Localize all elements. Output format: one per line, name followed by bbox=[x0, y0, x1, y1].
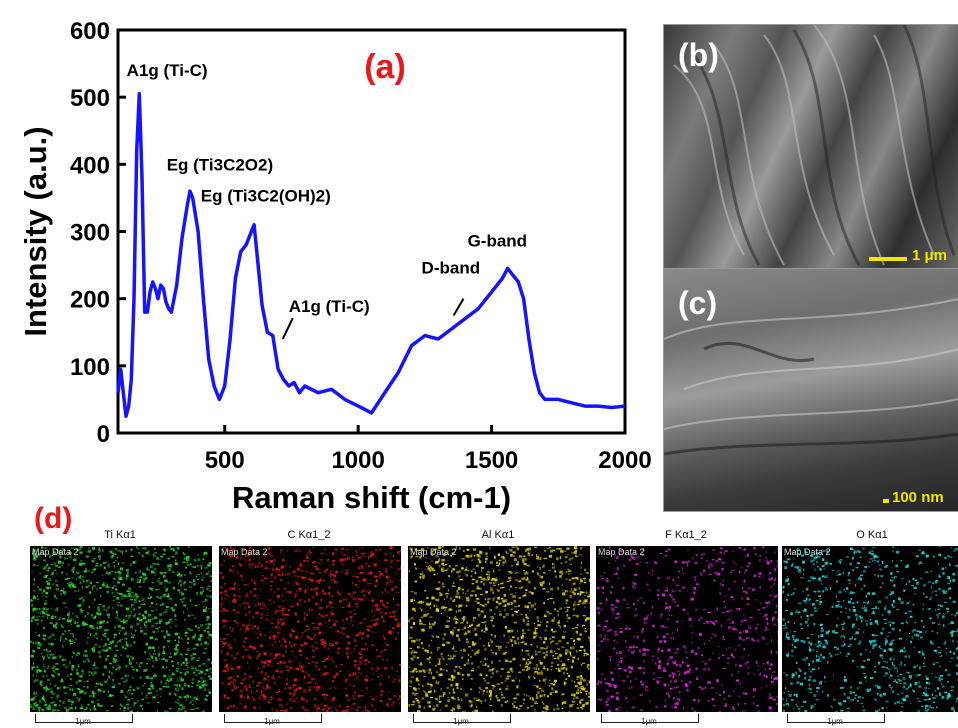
map-data-tag: Map Data 2 bbox=[784, 547, 831, 557]
y-tick-label: 300 bbox=[70, 220, 110, 247]
x-tick-label: 1000 bbox=[331, 447, 384, 474]
sem-image-b: (b) 1 μm bbox=[663, 24, 958, 270]
eds-scale-label: 1μm bbox=[75, 717, 91, 726]
y-tick-label: 600 bbox=[70, 18, 110, 45]
eds-scale-bar bbox=[413, 714, 511, 723]
y-tick-label: 500 bbox=[70, 85, 110, 112]
y-axis-label: Intensity (a.u.) bbox=[18, 126, 53, 336]
eds-map-title: Al Kα1 bbox=[481, 529, 515, 541]
scale-bar-c bbox=[883, 499, 889, 503]
map-data-tag: Map Data 2 bbox=[221, 547, 268, 557]
sem-image-c: (c) 100 nm bbox=[663, 268, 958, 512]
eds-scale-bar bbox=[35, 714, 133, 723]
panel-label-d: (d) bbox=[34, 502, 73, 535]
y-tick-label: 200 bbox=[70, 287, 110, 314]
scale-label-c: 100 nm bbox=[892, 489, 944, 506]
eds-scale-label: 1μm bbox=[641, 717, 657, 726]
eds-map: Map Data 2 bbox=[408, 546, 590, 712]
x-tick-label: 500 bbox=[205, 447, 245, 474]
panel-label-b: (b) bbox=[678, 37, 719, 73]
raman-spectrum-line bbox=[116, 92, 626, 418]
eds-scale-label: 1μm bbox=[453, 717, 469, 726]
scale-bar-b bbox=[869, 257, 907, 261]
eds-map-title: F Kα1_2 bbox=[665, 529, 707, 541]
map-data-tag: Map Data 2 bbox=[598, 547, 645, 557]
annotation-arrow bbox=[452, 298, 465, 316]
eds-map-title: O Kα1 bbox=[856, 529, 888, 541]
x-tick-label: 1500 bbox=[465, 447, 518, 474]
eds-map: Map Data 2 bbox=[219, 546, 401, 712]
eds-map-speckle bbox=[408, 546, 590, 712]
peak-annotation: Eg (Ti3C2(OH)2) bbox=[201, 186, 331, 205]
eds-map-title: C Kα1_2 bbox=[287, 529, 331, 541]
eds-scale-bar bbox=[787, 714, 885, 723]
peak-annotation: A1g (Ti-C) bbox=[127, 61, 208, 80]
annotation-arrow bbox=[281, 317, 294, 340]
eds-map-speckle bbox=[30, 546, 212, 712]
eds-map-speckle bbox=[596, 546, 778, 712]
eds-scale-label: 1μm bbox=[264, 717, 280, 726]
peak-annotation: G-band bbox=[468, 231, 528, 250]
y-tick-label: 0 bbox=[97, 421, 110, 448]
plot-frame bbox=[116, 28, 627, 435]
eds-map-title: Ti Kα1 bbox=[104, 529, 136, 541]
eds-map-speckle bbox=[219, 546, 401, 712]
eds-scale-bar bbox=[224, 714, 322, 723]
peak-annotation: A1g (Ti-C) bbox=[289, 297, 370, 316]
eds-map: Map Data 2 bbox=[782, 546, 958, 712]
eds-map: Map Data 2 bbox=[30, 546, 212, 712]
x-tick-label: 2000 bbox=[598, 447, 651, 474]
eds-map-speckle bbox=[782, 546, 958, 712]
x-axis-label: Raman shift (cm-1) bbox=[232, 480, 511, 515]
y-tick-label: 100 bbox=[70, 354, 110, 381]
y-tick-label: 400 bbox=[70, 152, 110, 179]
raman-chart: 0 100 200 300 400 500 600 500 1000 1500 2000 Raman … bbox=[18, 18, 652, 515]
eds-scale-label: 1μm bbox=[827, 717, 843, 726]
panel-label-c: (c) bbox=[678, 285, 718, 321]
peak-annotation: Eg (Ti3C2O2) bbox=[167, 156, 273, 175]
eds-scale-bar bbox=[601, 714, 699, 723]
sem-texture-c bbox=[664, 298, 958, 456]
map-data-tag: Map Data 2 bbox=[32, 547, 79, 557]
sem-texture-b bbox=[673, 25, 956, 266]
panel-label-a: (a) bbox=[364, 48, 406, 86]
peak-annotation: D-band bbox=[422, 258, 481, 277]
map-data-tag: Map Data 2 bbox=[410, 547, 457, 557]
scale-label-b: 1 μm bbox=[912, 247, 948, 264]
eds-map: Map Data 2 bbox=[596, 546, 778, 712]
